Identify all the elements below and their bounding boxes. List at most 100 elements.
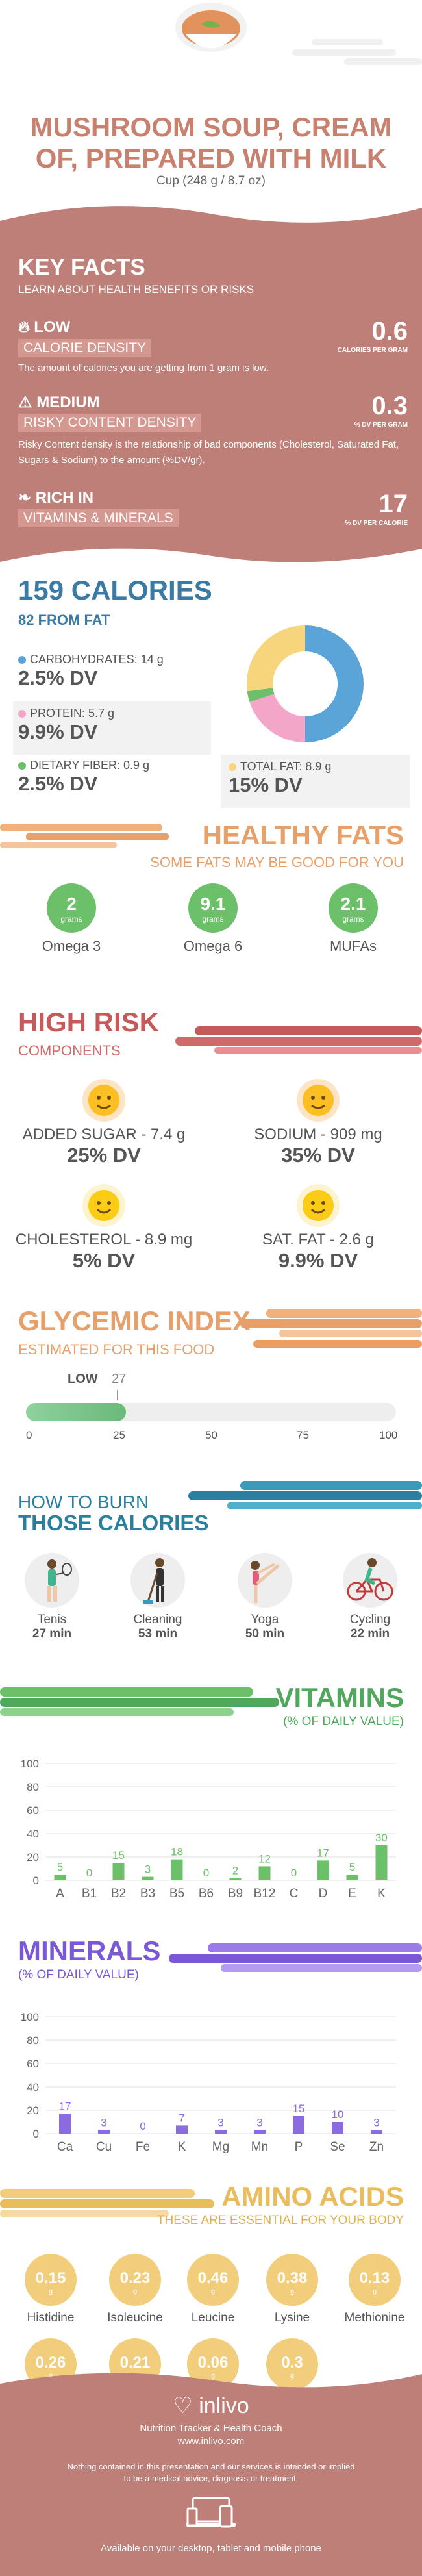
leaf-icon: ❧ [18, 489, 32, 507]
amino-unit: g [290, 2288, 295, 2295]
fiber-dot [18, 762, 26, 770]
macro-dv: 9.9% DV [18, 720, 98, 743]
key-facts-title: KEY FACTS [18, 255, 145, 280]
amino-value: 0.15 [35, 2269, 66, 2287]
bar-value-label: 15 [112, 1849, 125, 1862]
bar-value-label: 0 [291, 1867, 297, 1879]
macro-dv: 2.5% DV [18, 772, 98, 795]
burn-yoga: Yoga 50 min [223, 1551, 307, 1641]
y-tick-label: 100 [21, 1758, 39, 1770]
fact-level: LOW [34, 318, 71, 336]
y-tick-label: 40 [27, 2081, 39, 2093]
amino-name: Isoleucine [107, 2311, 163, 2325]
carbs-dot [18, 656, 26, 664]
calories-from-fat: 82 FROM FAT [18, 612, 110, 628]
glycemic-tick-75: 75 [297, 1429, 309, 1441]
risk-sat-fat: SAT. FAT - 2.6 g 9.9% DV [227, 1183, 409, 1272]
x-tick-label: A [56, 1887, 64, 1900]
amino-decor [0, 2189, 214, 2221]
burn-activity-minutes: 27 min [32, 1627, 72, 1641]
burn-activity-name: Yoga [251, 1613, 279, 1626]
amino-unit: g [372, 2288, 377, 2295]
glycemic-value: 27 [112, 1372, 127, 1386]
fact-value: 17 [379, 490, 408, 518]
omega-value: 9.1 [200, 894, 226, 914]
macro-fat: TOTAL FAT: 8.9 g 15% DV [221, 755, 410, 808]
glycemic-subtitle: ESTIMATED FOR THIS FOOD [18, 1341, 215, 1357]
y-tick-label: 20 [27, 2104, 39, 2117]
burn-cleaning: Cleaning 53 min [116, 1551, 200, 1641]
bar-value-label: 5 [349, 1861, 355, 1873]
bar-b9 [229, 1878, 242, 1880]
burn-activity-name: Cycling [349, 1613, 391, 1626]
bar-b5 [171, 1859, 183, 1880]
y-tick-label: 20 [27, 1851, 39, 1863]
serving-size: Cup (248 g / 8.7 oz) [156, 174, 266, 188]
risk-sodium: SODIUM - 909 mg 35% DV [227, 1078, 409, 1167]
bar-mn [254, 2130, 266, 2134]
healthy-fats-title: HEALTHY FATS [202, 820, 404, 850]
bar-value-label: 0 [86, 1867, 92, 1879]
minerals-subtitle: (% OF DAILY VALUE) [18, 1968, 139, 1982]
healthy-fats-subtitle: SOME FATS MAY BE GOOD FOR YOU [150, 854, 404, 870]
key-facts-subtitle: LEARN ABOUT HEALTH BENEFITS OR RISKS [18, 283, 254, 296]
amino-acid-item: 0.15 g Histidine [2, 2254, 99, 2325]
macro-label: TOTAL FAT: 8.9 g [240, 760, 332, 773]
soup-bowl-icon [175, 3, 247, 52]
bar-k [375, 1845, 388, 1880]
footer-url[interactable]: www.inlivo.com [177, 2436, 245, 2447]
donut-slice-carbohydrates [304, 625, 364, 742]
footer-available: Available on your desktop, tablet and mo… [101, 2543, 321, 2554]
fact-value: 0.6 [371, 317, 408, 346]
bar-b3 [142, 1876, 154, 1880]
omega-circle: 9.1 grams [188, 883, 238, 933]
omega-unit: grams [202, 915, 224, 924]
risk-added-sugar: ADDED SUGAR - 7.4 g 25% DV [13, 1078, 195, 1167]
x-tick-label: Se [330, 2140, 345, 2154]
donut-slice-total-fat [247, 625, 306, 692]
minerals-bar-chart: 0 20 40 60 80 100 17 Ca 3 Cu 0 Fe 7 K 3 Mg 3 Mn 15 P 10 Se 3 Zn [21, 2011, 396, 2154]
bar-value-label: 0 [203, 1867, 209, 1879]
risk-label: SODIUM - 909 mg [254, 1126, 382, 1143]
x-tick-label: B9 [228, 1887, 243, 1900]
amino-value: 0.06 [197, 2354, 229, 2371]
risk-label: ADDED SUGAR - 7.4 g [22, 1126, 186, 1143]
footer-disclaimer-2: to be a medical advice, diagnosis or tre… [123, 2473, 299, 2483]
page-title: MUSHROOM SOUP, CREAM OF, PREPARED WITH M… [30, 112, 392, 173]
y-tick-label: 40 [27, 1828, 39, 1840]
amino-acid-item: 0.46 g Leucine [164, 2254, 262, 2325]
x-tick-label: K [377, 1887, 386, 1900]
tennis-player-icon [25, 1553, 79, 1608]
fact-name: VITAMINS & MINERALS [18, 509, 179, 527]
footer-brand: ♡ inlivo [0, 2393, 422, 2419]
key-facts-background [0, 206, 422, 562]
risk-label: CHOLESTEROL - 8.9 mg [15, 1231, 193, 1248]
bar-cu [98, 2130, 110, 2134]
glycemic-fill [26, 1403, 126, 1421]
y-tick-label: 60 [27, 1804, 39, 1817]
fact-vitamins-minerals: ❧ RICH IN VITAMINS & MINERALS 17 % DV PE… [18, 488, 408, 540]
calories-title: 159 CALORIES [18, 575, 212, 605]
burn-decor [162, 1481, 422, 1520]
happy-face-icon [297, 1184, 340, 1227]
fat-mufas: 2.1 grams MUFAs [308, 883, 399, 955]
fact-name: RISKY CONTENT DENSITY [18, 414, 202, 432]
amino-unit: g [210, 2372, 216, 2380]
amino-unit: g [48, 2372, 53, 2380]
minerals-title: MINERALS [18, 1936, 161, 1966]
bar-value-label: 5 [57, 1861, 63, 1873]
fact-calorie-density: 🔥︎ LOW CALORIE DENSITY 0.6 CALORIES PER … [18, 317, 408, 377]
risk-cholesterol: CHOLESTEROL - 8.9 mg 5% DV [13, 1183, 195, 1272]
amino-name: Methionine [344, 2311, 405, 2325]
burn-activity-minutes: 53 min [138, 1627, 178, 1641]
burn-activity-name: Tenis [37, 1613, 67, 1626]
amino-acid-item: 0.23 g Isoleucine [86, 2254, 184, 2325]
vitamins-decor [0, 1687, 279, 1720]
y-tick-label: 0 [33, 2128, 39, 2140]
high-risk-decor [175, 1026, 422, 1059]
amino-circle: 0.23 g [109, 2254, 161, 2306]
bar-value-label: 12 [258, 1852, 271, 1865]
glycemic-tick-50: 50 [205, 1429, 217, 1441]
fact-value: 0.3 [371, 392, 408, 420]
amino-circle: 0.13 g [349, 2254, 401, 2306]
